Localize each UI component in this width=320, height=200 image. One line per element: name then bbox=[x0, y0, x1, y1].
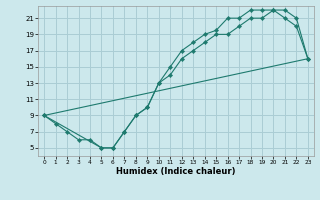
X-axis label: Humidex (Indice chaleur): Humidex (Indice chaleur) bbox=[116, 167, 236, 176]
